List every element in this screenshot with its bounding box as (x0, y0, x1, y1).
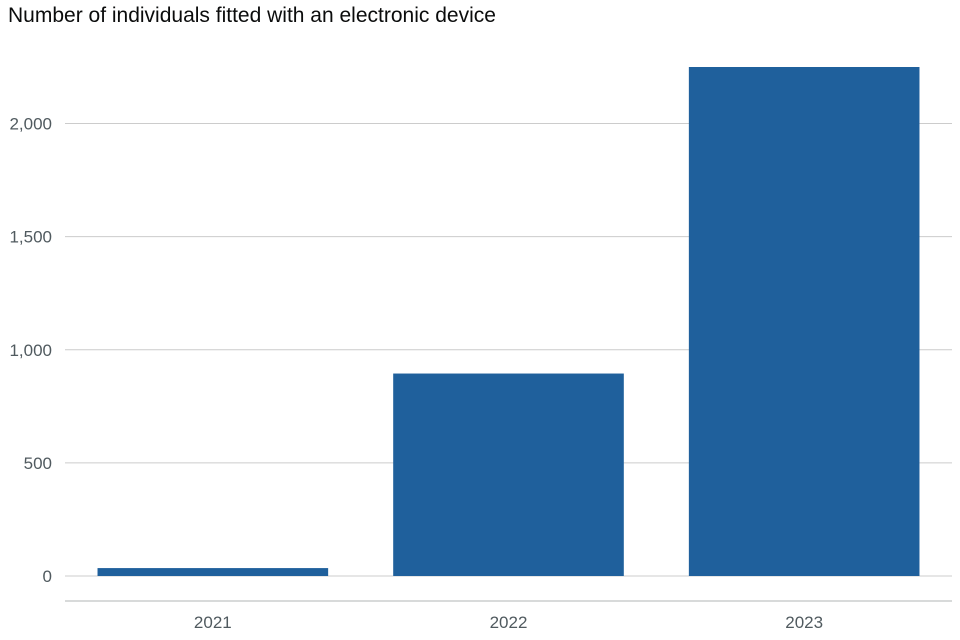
y-tick-label: 1,000 (9, 341, 52, 360)
x-tick-label: 2023 (785, 613, 823, 632)
bar (393, 373, 624, 576)
x-axis-ticks: 2021 2022 2023 (194, 613, 823, 632)
y-axis-ticks: 0 500 1,000 1,500 2,000 (9, 115, 52, 586)
bar (97, 568, 329, 576)
y-tick-label: 2,000 (9, 115, 52, 134)
y-tick-label: 0 (43, 567, 52, 586)
y-tick-label: 1,500 (9, 228, 52, 247)
bars (97, 67, 920, 576)
x-tick-label: 2022 (490, 613, 528, 632)
bar (688, 67, 920, 576)
y-tick-label: 500 (24, 454, 52, 473)
chart-title: Number of individuals fitted with an ele… (8, 4, 496, 27)
x-tick-label: 2021 (194, 613, 232, 632)
